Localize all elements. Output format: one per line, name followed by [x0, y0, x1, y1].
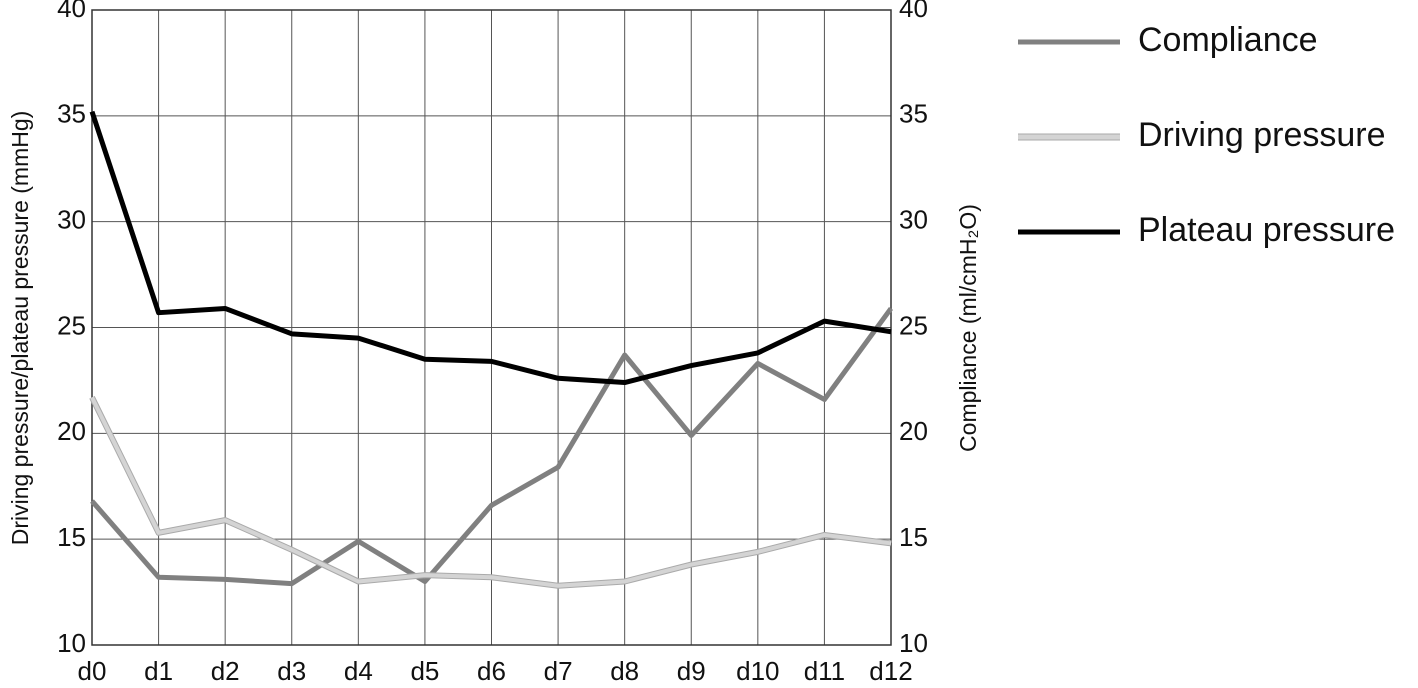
- plot-border: [91, 9, 892, 646]
- x-tick-label: d11: [804, 656, 845, 686]
- line: [89, 110, 892, 386]
- y-tick-label: 20: [57, 416, 86, 446]
- x-tick-label: d9: [677, 656, 706, 686]
- y-tick-label: 15: [57, 522, 86, 552]
- line: [90, 396, 892, 588]
- x-tick-label: d10: [736, 656, 779, 686]
- y2-tick-label: 35: [899, 99, 928, 129]
- y2-tick-label: 10: [899, 628, 928, 658]
- y2-axis-title: Compliance (ml/cmH₂O): [955, 204, 981, 452]
- y-tick-label: 25: [57, 310, 86, 340]
- x-tick-label: d6: [477, 656, 506, 686]
- y2-tick-label: 40: [899, 0, 928, 23]
- x-tick-label: d3: [277, 656, 306, 686]
- line: [90, 306, 894, 587]
- x-tick-label: d0: [78, 656, 107, 686]
- y2-tick-label: 30: [899, 205, 928, 235]
- x-tick-label: d12: [869, 656, 912, 686]
- y-tick-label: 30: [57, 205, 86, 235]
- y2-tick-label: 20: [899, 416, 928, 446]
- x-tick-label: d2: [211, 656, 240, 686]
- y-tick-label: 35: [57, 99, 86, 129]
- y-tick-label: 40: [57, 0, 86, 23]
- y2-tick-label: 25: [899, 310, 928, 340]
- x-tick-label: d5: [410, 656, 439, 686]
- y-tick-label: 10: [57, 628, 86, 658]
- y-axis-title: Driving pressure/plateau pressure (mmHg): [7, 111, 33, 546]
- x-tick-label: d4: [344, 656, 373, 686]
- x-tick-label: d7: [544, 656, 573, 686]
- x-tick-label: d8: [610, 656, 639, 686]
- x-tick-label: d1: [144, 656, 173, 686]
- y2-tick-label: 15: [899, 522, 928, 552]
- legend-label: Compliance: [1138, 21, 1318, 59]
- legend-label: Plateau pressure: [1138, 211, 1395, 249]
- legend-label: Driving pressure: [1138, 116, 1386, 154]
